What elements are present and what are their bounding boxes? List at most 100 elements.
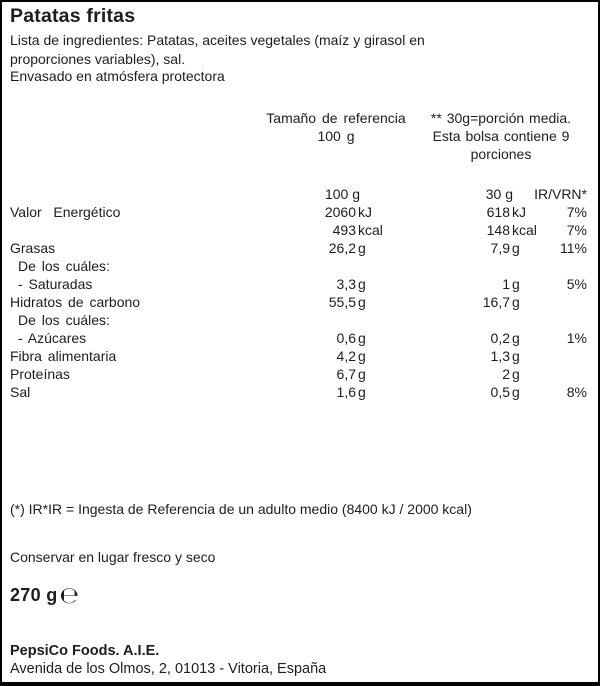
unit-per-30g: g	[512, 276, 520, 292]
unit-per-30g: kJ	[512, 204, 526, 220]
value-per-30g: 0,5	[490, 384, 510, 400]
value-per-100g: 6,7	[336, 366, 356, 382]
nutrition-row: - Saturadas 3,3 g 1 g 5%	[0, 275, 600, 293]
portion-info-header: ** 30g=porción media. Esta bolsa contien…	[430, 110, 572, 162]
nutrient-label: Grasas	[10, 240, 56, 256]
nutrient-label: Hidratos de carbono	[10, 294, 141, 310]
unit-per-100g	[356, 311, 396, 329]
nutrition-row: Fibra alimentaria 4,2 g 1,3 g	[0, 347, 600, 365]
net-weight-value: 270 g	[10, 585, 58, 605]
spacer	[0, 383, 10, 401]
value-per-30g: 148	[486, 222, 510, 238]
column-header-ir-vrn: IR/VRN*	[534, 186, 587, 202]
nutrient-label: Proteínas	[10, 366, 70, 382]
value-per-100g: 493	[332, 222, 356, 238]
nutrition-rows: Valor Energético 2060 kJ 618 kJ 7% 493 k…	[0, 203, 600, 401]
nutrition-row: 493 kcal 148 kcal 7%	[0, 221, 600, 239]
spacer	[10, 185, 260, 203]
estimated-sign: ℮	[59, 583, 80, 609]
nutrition-row: Hidratos de carbono 55,5 g 16,7 g	[0, 293, 600, 311]
nutrition-row: De los cuáles:	[0, 311, 600, 329]
ingredients-text: Lista de ingredientes: Patatas, aceites …	[10, 32, 425, 67]
value-per-30g: 1,3	[490, 348, 510, 364]
unit-per-30g: g	[512, 348, 520, 364]
unit-per-100g: g	[358, 366, 366, 382]
column-headers-row: 100 g 30 g IR/VRN*	[0, 185, 587, 203]
value-per-30g: 7,9	[490, 240, 510, 256]
net-weight: 270 g℮	[10, 583, 80, 609]
column-header-100g: 100 g	[324, 186, 360, 202]
ir-percent: 8%	[566, 384, 587, 400]
value-per-30g	[396, 311, 510, 329]
manufacturer-address: Avenida de los Olmos, 2, 01013 - Vitoria…	[10, 661, 327, 677]
nutrient-label: De los cuáles:	[18, 258, 110, 274]
value-per-100g: 55,5	[328, 294, 356, 310]
unit-per-30g	[510, 311, 545, 329]
nutrient-label: Fibra alimentaria	[10, 348, 117, 364]
value-per-30g: 16,7	[482, 294, 510, 310]
ir-percent: 7%	[566, 222, 587, 238]
ir-percent: 7%	[566, 204, 587, 220]
column-header-30g: 30 g	[485, 186, 513, 202]
value-per-100g: 26,2	[328, 240, 356, 256]
reference-intake-note: (*) IR*IR = Ingesta de Referencia de un …	[10, 501, 472, 517]
packaging-note: Envasado en atmósfera protectora	[10, 68, 225, 84]
spacer	[0, 185, 10, 203]
unit-per-100g: g	[358, 294, 366, 310]
unit-per-100g: g	[358, 348, 366, 364]
value-per-30g: 618	[486, 204, 510, 220]
value-per-100g: 4,2	[336, 348, 356, 364]
nutrient-label	[10, 221, 260, 239]
nutrition-row: - Azúcares 0,6 g 0,2 g 1%	[0, 329, 600, 347]
value-per-100g: 0,6	[336, 330, 356, 346]
spacer	[0, 203, 10, 221]
value-per-100g: 2060	[324, 204, 356, 220]
ir-percent	[545, 293, 587, 311]
nutrition-row: Sal 1,6 g 0,5 g 8%	[0, 383, 600, 401]
unit-per-30g: g	[512, 240, 520, 256]
nutrition-row: Valor Energético 2060 kJ 618 kJ 7%	[0, 203, 600, 221]
value-per-30g: 2	[502, 366, 510, 382]
unit-per-100g: kcal	[358, 222, 383, 238]
unit-per-30g: kcal	[512, 222, 537, 238]
value-per-100g	[260, 257, 356, 275]
unit-per-30g: g	[512, 366, 520, 382]
unit-per-100g: kJ	[358, 204, 372, 220]
spacer	[0, 275, 10, 293]
product-title: Patatas fritas	[10, 5, 136, 27]
ir-percent: 1%	[566, 330, 587, 346]
nutrient-label: - Saturadas	[18, 276, 93, 292]
value-per-30g	[396, 257, 510, 275]
spacer	[0, 221, 10, 239]
nutrition-row: De los cuáles:	[0, 257, 600, 275]
nutrient-label: De los cuáles:	[18, 312, 110, 328]
unit-per-100g: g	[358, 276, 366, 292]
unit-per-30g: g	[512, 330, 520, 346]
spacer	[0, 257, 10, 275]
spacer	[0, 239, 10, 257]
spacer	[0, 311, 10, 329]
spacer	[0, 365, 10, 383]
value-per-100g: 1,6	[336, 384, 356, 400]
spacer	[0, 329, 10, 347]
manufacturer-name: PepsiCo Foods. A.I.E.	[10, 643, 160, 659]
ir-percent: 11%	[560, 240, 587, 256]
value-per-30g: 1	[502, 276, 510, 292]
storage-note: Conservar en lugar fresco y seco	[10, 549, 216, 565]
ir-percent: 5%	[566, 276, 587, 292]
ir-percent	[545, 257, 587, 275]
unit-per-100g: g	[358, 330, 366, 346]
ir-percent	[545, 347, 587, 365]
nutrient-label: - Azúcares	[18, 330, 87, 346]
value-per-30g: 0,2	[490, 330, 510, 346]
ir-percent	[545, 365, 587, 383]
nutrition-row: Proteínas 6,7 g 2 g	[0, 365, 600, 383]
unit-per-30g	[510, 257, 545, 275]
value-per-100g: 3,3	[336, 276, 356, 292]
reference-size-header: Tamaño de referencia 100 g	[266, 110, 406, 144]
nutrient-label: Valor Energético	[10, 204, 121, 220]
unit-per-100g	[356, 257, 396, 275]
nutrient-label: Sal	[10, 384, 31, 400]
value-per-100g	[260, 311, 356, 329]
